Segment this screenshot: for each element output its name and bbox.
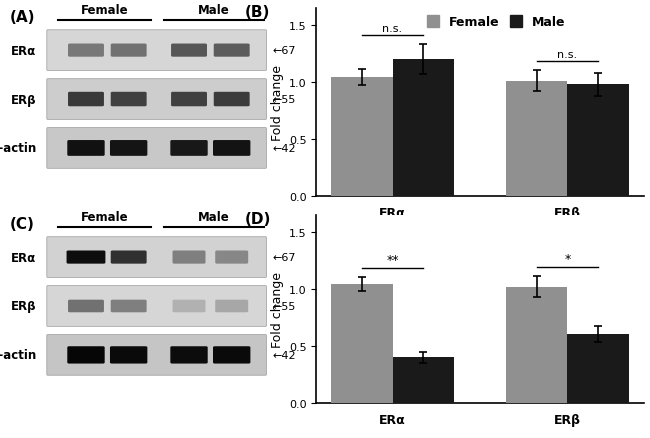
FancyBboxPatch shape xyxy=(214,92,250,107)
FancyBboxPatch shape xyxy=(213,346,250,364)
FancyBboxPatch shape xyxy=(47,335,266,375)
Bar xyxy=(506,81,567,197)
FancyBboxPatch shape xyxy=(172,300,205,313)
Text: (A): (A) xyxy=(10,10,35,25)
FancyBboxPatch shape xyxy=(47,286,266,327)
Bar xyxy=(506,287,567,403)
FancyBboxPatch shape xyxy=(110,141,148,156)
Text: ERβ: ERβ xyxy=(10,300,36,313)
Text: (C): (C) xyxy=(10,216,34,231)
FancyBboxPatch shape xyxy=(111,44,147,57)
FancyBboxPatch shape xyxy=(68,300,104,313)
Text: Female: Female xyxy=(81,210,128,223)
FancyBboxPatch shape xyxy=(47,128,266,169)
Text: ←42: ←42 xyxy=(273,144,296,154)
Bar xyxy=(332,78,393,197)
FancyBboxPatch shape xyxy=(47,31,266,71)
FancyBboxPatch shape xyxy=(111,251,147,264)
Y-axis label: Fold change: Fold change xyxy=(270,65,283,141)
Text: ERα: ERα xyxy=(10,251,36,264)
FancyBboxPatch shape xyxy=(170,346,208,364)
Text: n.s.: n.s. xyxy=(557,50,577,60)
FancyBboxPatch shape xyxy=(111,92,147,107)
Bar xyxy=(393,60,454,197)
Text: β-actin: β-actin xyxy=(0,142,36,155)
Text: **: ** xyxy=(386,254,398,266)
FancyBboxPatch shape xyxy=(215,251,248,264)
Bar xyxy=(332,285,393,403)
FancyBboxPatch shape xyxy=(66,251,105,264)
FancyBboxPatch shape xyxy=(68,346,105,364)
FancyBboxPatch shape xyxy=(111,300,147,313)
FancyBboxPatch shape xyxy=(170,141,208,156)
Y-axis label: Fold change: Fold change xyxy=(270,271,283,347)
Text: Male: Male xyxy=(198,210,230,223)
Bar xyxy=(567,85,629,197)
Text: ←67: ←67 xyxy=(273,252,296,262)
FancyBboxPatch shape xyxy=(172,251,205,264)
Text: ←55: ←55 xyxy=(273,95,296,105)
FancyBboxPatch shape xyxy=(68,44,104,57)
FancyBboxPatch shape xyxy=(213,141,250,156)
Text: ERα: ERα xyxy=(10,45,36,57)
Text: *: * xyxy=(564,252,571,265)
Text: (B): (B) xyxy=(244,5,270,20)
Text: Female: Female xyxy=(81,4,128,17)
Legend: Female, Male: Female, Male xyxy=(422,11,571,34)
FancyBboxPatch shape xyxy=(171,92,207,107)
Bar xyxy=(567,335,629,403)
FancyBboxPatch shape xyxy=(68,92,104,107)
FancyBboxPatch shape xyxy=(110,346,148,364)
Text: ERβ: ERβ xyxy=(10,93,36,106)
Text: ←67: ←67 xyxy=(273,46,296,56)
FancyBboxPatch shape xyxy=(214,44,250,57)
Text: (D): (D) xyxy=(244,212,271,226)
Text: ←42: ←42 xyxy=(273,350,296,360)
FancyBboxPatch shape xyxy=(47,80,266,120)
FancyBboxPatch shape xyxy=(215,300,248,313)
Bar xyxy=(393,357,454,403)
FancyBboxPatch shape xyxy=(68,141,105,156)
Text: Male: Male xyxy=(198,4,230,17)
Text: n.s.: n.s. xyxy=(382,24,402,34)
Text: ←55: ←55 xyxy=(273,301,296,311)
Text: β-actin: β-actin xyxy=(0,349,36,362)
FancyBboxPatch shape xyxy=(47,237,266,278)
FancyBboxPatch shape xyxy=(171,44,207,57)
